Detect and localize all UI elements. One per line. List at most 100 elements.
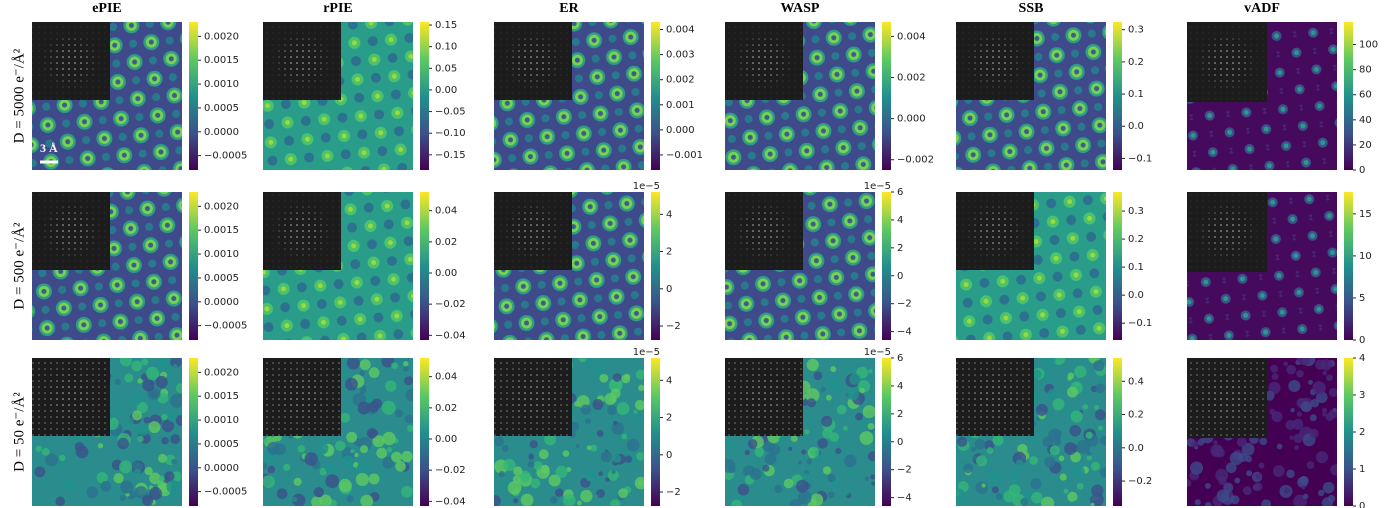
texture [1272,465,1285,477]
panel: −0.1 0.0 0.1 0.2 0.3 [956,192,1152,340]
texture [1229,451,1244,466]
texture [293,477,302,486]
texture [805,388,820,403]
texture [855,412,863,421]
texture [1285,419,1296,431]
texture [1059,473,1067,481]
colorbar-tick-label: −2 [897,299,912,310]
colorbar-tick-label: 0.04 [435,206,457,217]
panel: −2 0 2 4 1e−5 [494,347,681,506]
texture [156,358,169,371]
texture [149,472,161,485]
texture [137,378,143,384]
texture [376,447,388,459]
texture [1241,442,1255,456]
column-title: ePIE [92,1,122,16]
colorbar-tick-label: 4 [897,215,903,226]
fft-fade [494,22,572,100]
texture [97,443,104,449]
texture [512,475,521,484]
texture [1258,462,1265,469]
texture [731,499,743,506]
texture [1072,500,1078,506]
texture [991,486,999,494]
colorbar-tick-label: 40 [1359,115,1372,126]
texture [578,358,587,363]
colorbar-tick-label: 0.003 [666,50,695,61]
colorbar-tick-label: 0.0020 [204,201,239,212]
texture [340,412,350,423]
texture [352,462,359,468]
texture [562,494,576,506]
texture [1271,411,1283,423]
panel: −0.04 −0.02 0.00 0.02 0.04 [263,192,466,341]
texture [611,422,625,435]
texture [988,470,1002,484]
colorbar-tick-label: −0.1 [1128,153,1152,164]
texture [403,361,409,367]
texture [762,464,770,472]
texture [1076,482,1084,490]
fft-fade [1187,358,1267,438]
texture [175,415,182,426]
panel: −0.002 0.000 0.002 0.004 [725,22,934,170]
texture [1306,461,1315,469]
texture [1276,443,1283,450]
texture [1032,369,1042,380]
texture [357,461,370,475]
texture [605,477,610,482]
texture [827,473,836,483]
colorbar-tick-label: 0.0005 [204,439,239,450]
texture [313,487,324,498]
texture [797,460,802,465]
texture [1052,358,1066,365]
colorbar [189,358,198,506]
texture [167,411,179,423]
colorbar-tick-label: 0.002 [666,75,695,86]
texture [117,437,129,450]
texture [1070,410,1083,423]
texture [607,405,618,416]
texture [1301,485,1306,490]
texture [611,469,616,475]
colorbar-tick-label: 0.3 [1128,206,1144,217]
colorbar-tick-label: 0.0 [1128,121,1144,132]
texture [754,447,765,458]
texture [1067,372,1075,380]
texture [795,479,809,493]
texture [404,376,413,386]
image [494,192,644,340]
colorbar-tick-label: 0.0020 [204,367,239,378]
texture [1321,497,1334,506]
colorbar-tick-label: −0.02 [435,465,466,476]
texture [35,445,42,452]
colorbar-tick-label: 6 [897,187,903,198]
colorbar-tick-label: −0.2 [1128,476,1152,487]
texture [1095,383,1106,394]
texture [355,472,369,487]
texture [1090,461,1100,471]
texture [1270,364,1279,373]
texture [1234,477,1241,484]
fft-fade [725,22,803,100]
texture [963,463,974,474]
texture [283,463,291,471]
texture [586,445,592,451]
texture [59,454,66,462]
texture [975,481,989,494]
texture [316,442,329,455]
colorbar-tick-label: 2 [897,243,903,254]
texture [1213,440,1218,445]
texture [554,488,564,497]
texture [637,480,644,486]
colorbar-tick-label: −0.0005 [204,151,247,162]
texture [1223,482,1234,493]
colorbar-tick-label: 0.05 [435,63,457,74]
texture [986,447,994,454]
texture [386,447,392,453]
texture [1069,425,1082,437]
texture [747,439,758,449]
texture [549,496,558,504]
texture [1328,387,1337,397]
texture [862,405,875,419]
